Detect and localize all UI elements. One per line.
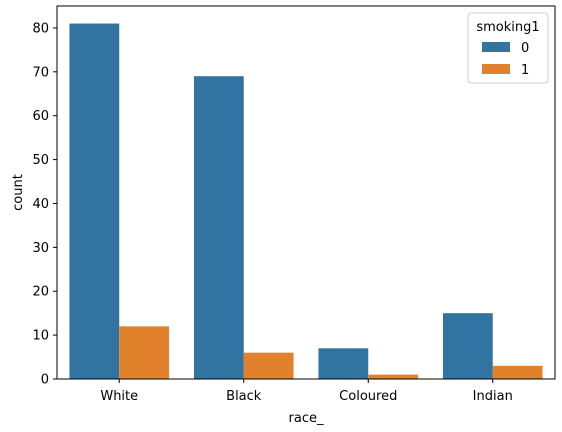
legend-swatch-1 xyxy=(482,64,510,74)
legend-label-1: 1 xyxy=(521,63,529,78)
x-tick-label-coloured: Coloured xyxy=(339,389,397,404)
bar-black-series-1 xyxy=(243,352,294,379)
y-tick-label: 0 xyxy=(41,373,49,388)
y-tick-label: 30 xyxy=(32,241,49,256)
bar-black-series-0 xyxy=(193,76,244,379)
y-axis-label: count xyxy=(11,174,26,211)
bars-group xyxy=(69,23,543,379)
plot-frame xyxy=(56,5,556,380)
y-axis-ticks: 0 10 20 30 40 50 60 70 80 xyxy=(32,21,57,388)
x-tick-label-indian: Indian xyxy=(473,389,513,404)
x-axis-label: race_ xyxy=(289,411,324,426)
bar-indian-series-0 xyxy=(442,313,493,379)
legend-label-0: 0 xyxy=(521,41,529,56)
legend-title: smoking1 xyxy=(476,20,539,35)
y-tick-label: 20 xyxy=(32,285,49,300)
bar-coloured-series-1 xyxy=(368,374,419,379)
y-tick-label: 50 xyxy=(32,153,49,168)
y-tick-label: 70 xyxy=(32,65,49,80)
bar-coloured-series-0 xyxy=(318,348,369,379)
bar-white-series-1 xyxy=(119,326,170,379)
legend-swatch-0 xyxy=(482,42,510,52)
bar-indian-series-1 xyxy=(492,365,543,379)
y-tick-label: 60 xyxy=(32,109,49,124)
x-tick-label-black: Black xyxy=(226,389,262,404)
x-tick-label-white: White xyxy=(100,389,138,404)
y-tick-label: 10 xyxy=(32,329,49,344)
x-axis-ticks: White Black Coloured Indian xyxy=(100,379,513,404)
y-tick-label: 40 xyxy=(32,197,49,212)
y-tick-label: 80 xyxy=(32,21,49,36)
bar-white-series-0 xyxy=(69,23,120,379)
legend: smoking1 0 1 xyxy=(467,12,549,84)
